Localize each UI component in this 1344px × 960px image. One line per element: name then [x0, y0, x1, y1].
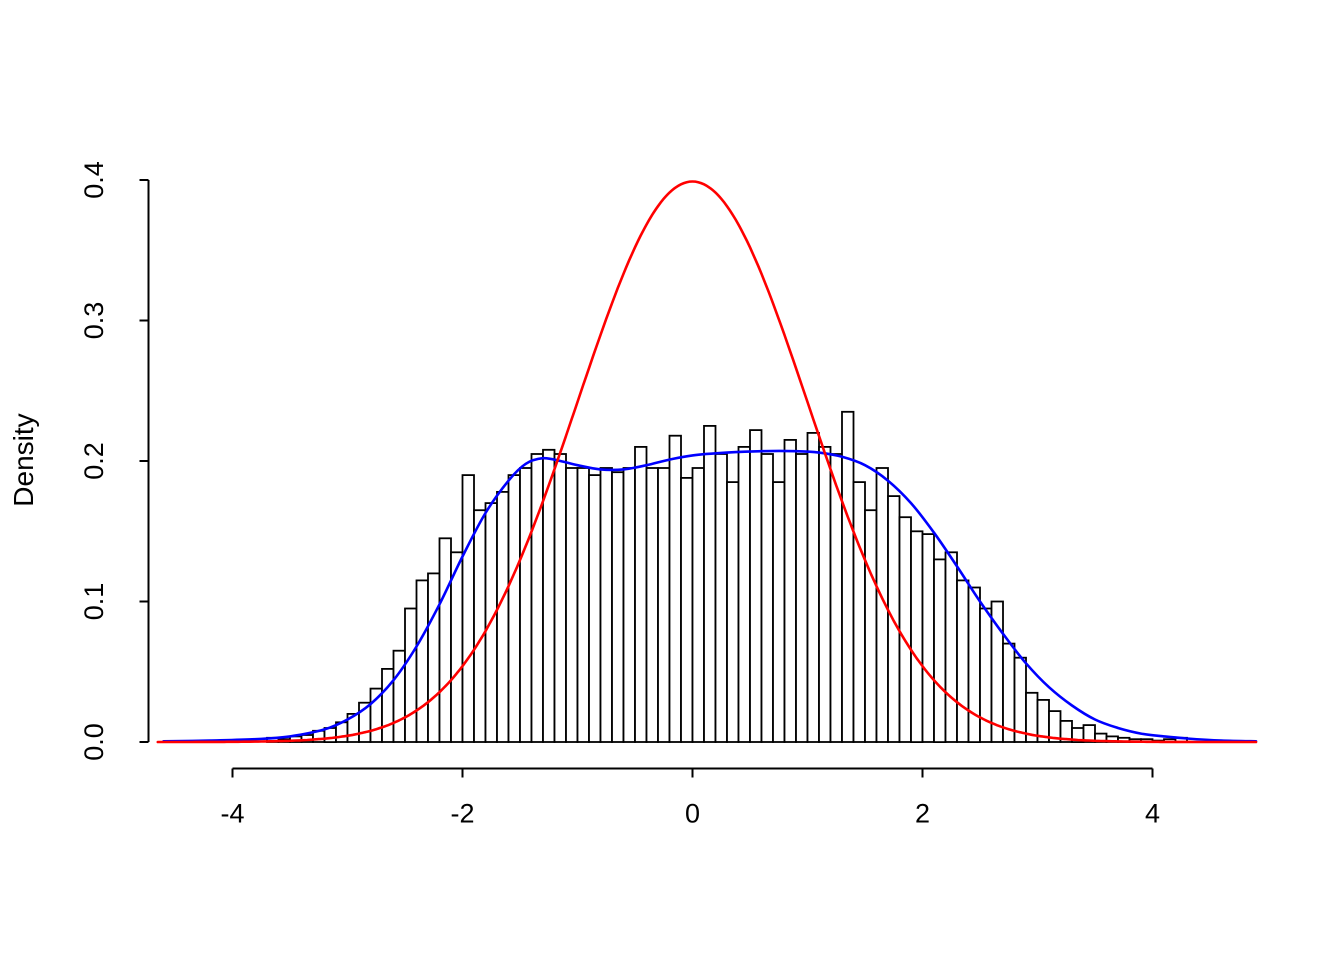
y-tick-label: 0.2 — [79, 442, 109, 480]
histogram-bar — [668, 434, 682, 743]
histogram-bar — [657, 467, 671, 743]
histogram-bar — [381, 668, 395, 743]
x-tick-label: 4 — [1145, 799, 1160, 829]
histogram-bar — [588, 474, 602, 743]
histogram-bar — [852, 481, 866, 743]
histogram-bar — [611, 471, 625, 743]
histogram-bar — [795, 453, 809, 743]
histogram-bar — [392, 649, 406, 743]
histogram-bar — [565, 467, 579, 743]
y-tick-label: 0.4 — [79, 161, 109, 199]
x-tick-label: 0 — [685, 799, 700, 829]
histogram-bar — [507, 474, 521, 743]
histogram-bar — [415, 579, 429, 743]
histogram-bar — [806, 431, 820, 743]
y-tick-label: 0.0 — [79, 723, 109, 761]
histogram-bar — [1013, 656, 1027, 743]
histogram-bar — [726, 481, 740, 743]
histogram-bar — [818, 445, 832, 743]
histogram-bar — [956, 579, 970, 743]
y-tick-label: 0.3 — [79, 302, 109, 340]
histogram-bar — [864, 509, 878, 743]
y-axis-title: Density — [8, 413, 39, 506]
histogram-bar — [772, 481, 786, 743]
histogram-bar — [783, 438, 797, 743]
histogram-bar — [530, 453, 544, 743]
kernel-density-estimate-curve — [162, 449, 1258, 743]
histogram-bar — [634, 445, 648, 743]
histogram-bar — [496, 490, 510, 743]
histogram-bar — [450, 551, 464, 743]
histogram-bar — [691, 467, 705, 743]
histogram-bar — [438, 537, 452, 743]
histogram-bar — [473, 509, 487, 743]
y-tick-label: 0.1 — [79, 583, 109, 621]
histogram-bar — [760, 453, 774, 743]
normal-density-reference-curve — [156, 180, 1258, 744]
histogram-bar — [703, 424, 717, 743]
histogram-bar — [841, 410, 855, 743]
histogram-bar — [576, 467, 590, 743]
histogram-bar — [749, 429, 763, 743]
histogram-bar — [427, 572, 441, 743]
histogram-bar — [622, 467, 636, 743]
histogram-bar — [553, 453, 567, 743]
histogram-bar — [714, 453, 728, 743]
histogram-bar — [645, 467, 659, 743]
histogram-bar — [944, 551, 958, 743]
histogram-bar — [737, 445, 751, 743]
histogram-bar — [461, 474, 475, 743]
x-tick-label: 2 — [915, 799, 930, 829]
histogram-bar — [404, 607, 418, 743]
histogram-bar — [921, 533, 935, 743]
histogram-bar — [898, 516, 912, 743]
histogram-bar — [519, 467, 533, 743]
histogram-bar — [933, 558, 947, 744]
histogram-bar — [680, 476, 694, 743]
x-tick-label: -4 — [220, 799, 244, 829]
histogram-bar — [967, 586, 981, 744]
x-tick-label: -2 — [450, 799, 474, 829]
histogram-bar — [910, 530, 924, 743]
histogram-bar — [599, 467, 613, 743]
